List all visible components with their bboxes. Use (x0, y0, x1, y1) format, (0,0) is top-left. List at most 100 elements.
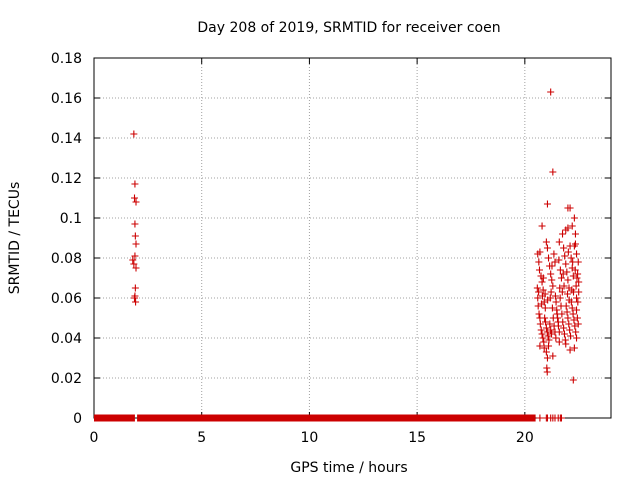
data-point (574, 298, 582, 306)
data-point (131, 252, 139, 260)
data-point (536, 320, 544, 328)
data-point (540, 338, 548, 346)
data-point (552, 334, 560, 342)
data-point (573, 250, 581, 258)
data-point (555, 238, 563, 246)
data-point (533, 284, 541, 292)
data-point (539, 274, 547, 282)
baseline-marks (94, 414, 565, 422)
data-point (570, 344, 578, 352)
data-point (132, 264, 140, 272)
data-point (575, 278, 583, 286)
y-tick-label: 0.04 (51, 331, 82, 347)
data-point (539, 334, 547, 342)
data-point (567, 254, 575, 262)
data-point (535, 288, 543, 296)
data-point (534, 294, 542, 302)
data-point (538, 330, 546, 338)
y-tick-label: 0.14 (51, 131, 82, 147)
data-point (538, 222, 546, 230)
data-point (547, 88, 555, 96)
y-tick-label: 0 (73, 411, 82, 427)
data-point (562, 340, 570, 348)
data-point (545, 342, 553, 350)
data-point (551, 258, 559, 266)
data-point (541, 290, 549, 298)
data-point (574, 270, 582, 278)
data-point (542, 324, 550, 332)
data-point (558, 288, 566, 296)
data-point (535, 266, 543, 274)
data-point (560, 324, 568, 332)
axis-ticks (93, 57, 611, 419)
x-axis-label: GPS time / hours (290, 460, 407, 476)
data-point (540, 344, 548, 352)
data-point (130, 294, 138, 302)
data-point (547, 326, 555, 334)
data-point (538, 278, 546, 286)
data-point (129, 256, 137, 264)
data-point (565, 296, 573, 304)
data-point (542, 348, 550, 356)
data-point (575, 288, 583, 296)
data-point (572, 328, 580, 336)
data-point (566, 204, 574, 212)
chart-title: Day 208 of 2019, SRMTID for receiver coe… (197, 20, 500, 36)
data-point (538, 300, 546, 308)
data-point (545, 336, 553, 344)
x-tick-label: 20 (516, 430, 534, 446)
y-tick-label: 0.1 (60, 211, 82, 227)
data-point (570, 214, 578, 222)
data-point (569, 376, 577, 384)
y-axis-label: SRMTID / TECUs (7, 182, 23, 295)
data-point (547, 270, 555, 278)
data-point (568, 222, 576, 230)
plot-frame (93, 57, 612, 419)
data-point (573, 314, 581, 322)
data-point (573, 334, 581, 342)
data-point (564, 276, 572, 284)
data-point (549, 282, 557, 290)
data-point (131, 232, 139, 240)
data-point (543, 368, 551, 376)
data-point (548, 276, 556, 284)
y-tick-label: 0.12 (51, 171, 82, 187)
data-point (132, 198, 140, 206)
data-point (572, 282, 580, 290)
data-point (562, 302, 570, 310)
y-tick-label: 0.06 (51, 291, 82, 307)
data-point (557, 274, 565, 282)
data-point (564, 248, 572, 256)
data-point (541, 314, 549, 322)
data-point (560, 244, 568, 252)
y-tick-label: 0.16 (51, 91, 82, 107)
baseline-point (536, 414, 544, 422)
data-point (566, 326, 574, 334)
data-point (539, 286, 547, 294)
data-point (574, 320, 582, 328)
data-point (569, 310, 577, 318)
data-point (565, 320, 573, 328)
x-tick-label: 15 (408, 430, 426, 446)
data-point (548, 262, 556, 270)
data-point (559, 230, 567, 238)
data-point (563, 290, 571, 298)
data-point (561, 252, 569, 260)
data-point (543, 200, 551, 208)
data-point (542, 318, 550, 326)
data-point (562, 260, 570, 268)
data-point (553, 306, 561, 314)
data-point (559, 270, 567, 278)
data-point (556, 294, 564, 302)
data-point (563, 308, 571, 316)
data-point (567, 332, 575, 340)
data-point (543, 354, 551, 362)
data-points (129, 88, 583, 384)
data-point (130, 260, 138, 268)
data-point (535, 258, 543, 266)
data-point (573, 294, 581, 302)
data-point (554, 322, 562, 330)
data-point (131, 284, 139, 292)
tick-labels: 0 0.02 0.04 0.06 0.08 0.1 0.12 0.14 0.16 0.18 0 5 10… (51, 51, 534, 446)
